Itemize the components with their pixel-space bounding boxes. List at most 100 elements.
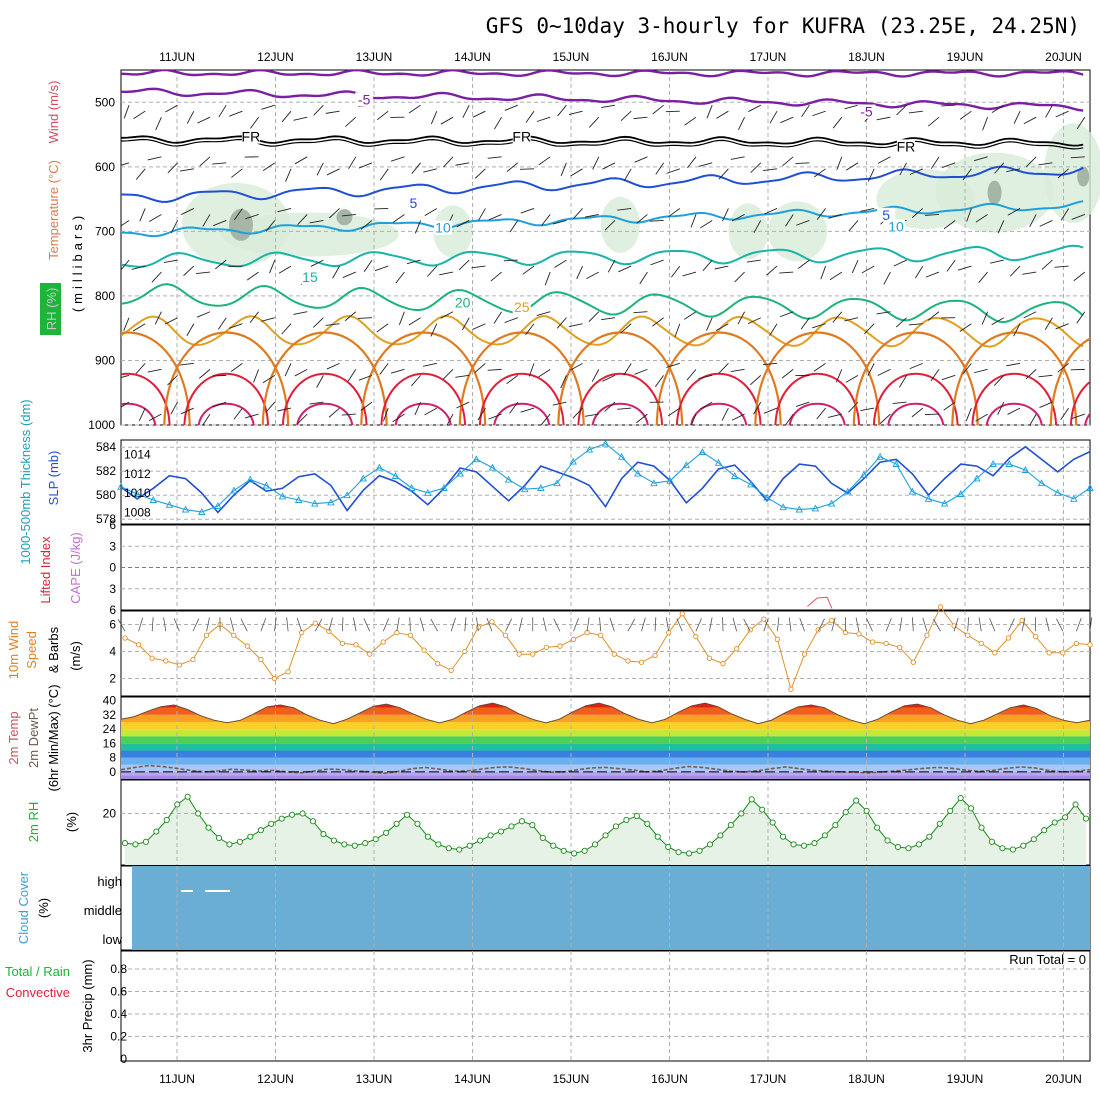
wind-barb — [536, 116, 551, 122]
wind-barb — [181, 208, 194, 215]
wind-barb — [229, 110, 243, 117]
thickness-point — [957, 490, 965, 497]
lifted-index-label: Lifted Index — [38, 536, 53, 604]
rh-point — [330, 837, 337, 844]
wind-barb-10m — [151, 617, 154, 632]
wind-barb — [690, 214, 697, 228]
wind-barb — [617, 407, 632, 410]
wind-barb — [746, 259, 761, 263]
wind-barb — [718, 168, 729, 180]
wind-speed-point — [557, 643, 563, 649]
wind-barb-10m — [743, 618, 751, 632]
precip-tick: 0.2 — [110, 1030, 127, 1044]
wind-speed-point — [978, 640, 984, 647]
wind-barb — [763, 362, 778, 366]
run-total: Run Total = 0 — [1009, 952, 1086, 967]
isotherm-dome — [394, 402, 452, 425]
rh-point — [1082, 815, 1090, 822]
wind-barb — [975, 214, 988, 223]
rh-point — [581, 847, 588, 854]
rh-point — [268, 820, 275, 827]
wind-barb — [374, 265, 389, 272]
wind-barb — [379, 168, 389, 181]
temp-tick: 32 — [103, 708, 117, 722]
wind-barb — [1041, 259, 1053, 270]
wind-barb — [686, 369, 697, 381]
wind-barb — [769, 110, 778, 124]
wind-barb — [797, 259, 810, 269]
wind-barb-10m — [1076, 617, 1082, 632]
wind-barb — [896, 104, 907, 116]
wind-barb — [165, 104, 178, 113]
thickness-label: 1000-500mb Thickness (dm) — [18, 399, 33, 564]
wind-barb — [261, 317, 275, 322]
wind-speed-point — [448, 667, 454, 674]
rh-point — [236, 838, 243, 845]
wind-barb — [456, 220, 470, 228]
wind-barb — [309, 220, 324, 224]
wind-barb — [316, 375, 324, 388]
wind-barb — [962, 168, 972, 181]
wind-barb — [506, 162, 519, 172]
temp2m-label: 2m Temp — [6, 711, 21, 764]
wind-barb — [525, 323, 535, 336]
thickness-point — [311, 499, 319, 507]
wind-barb — [966, 208, 972, 222]
thickness-point — [973, 474, 981, 482]
wind-barb — [690, 413, 697, 425]
wind-speed-point — [869, 639, 876, 645]
rh-point — [894, 843, 902, 851]
isotherm-dome — [493, 402, 551, 425]
rh-point — [142, 838, 149, 845]
rh-point — [560, 847, 567, 854]
wind-barb-10m — [314, 618, 323, 632]
isotherm-dome — [577, 372, 663, 425]
wind-speed-point — [407, 632, 414, 638]
wind-barb — [560, 162, 567, 176]
wind-barb — [180, 407, 194, 415]
thickness-point — [327, 498, 335, 506]
day-labels-top: 11JUN 12JUN 13JUN 14JUN 15JUN 16JUN 17JUN 18JUN… — [159, 50, 1082, 64]
thickness-point — [117, 482, 125, 490]
thickness-tick: 582 — [96, 464, 116, 478]
temperature-band — [121, 697, 1090, 701]
isotherm-dome — [951, 331, 1078, 425]
rh-point — [957, 794, 964, 802]
wind-barb — [876, 311, 891, 315]
wind-barb — [994, 162, 1005, 174]
wind-barb — [522, 265, 535, 275]
wind-barb — [682, 271, 697, 277]
wind-barb-10m — [1021, 617, 1026, 632]
rh-point — [968, 805, 975, 812]
wind-barb — [487, 156, 502, 159]
wind-barb-10m — [1045, 617, 1050, 632]
wind-barb-10m — [296, 617, 303, 632]
rh-point — [999, 845, 1006, 852]
wind-barb — [753, 401, 762, 415]
wind-barb — [462, 317, 470, 331]
contour-label-bg — [512, 129, 531, 144]
thickness-point — [795, 505, 804, 513]
contour-label: 5 — [882, 207, 890, 223]
dewpt2m-label: 2m DewPt — [26, 708, 41, 768]
wind-barb — [281, 323, 292, 335]
wind-barb — [348, 156, 357, 170]
wind-barb — [293, 311, 308, 315]
wind-barb — [424, 407, 438, 416]
day-label: 19JUN — [947, 1072, 984, 1086]
wind-barb — [167, 162, 178, 174]
wind-barb-10m — [430, 618, 438, 632]
wind-barb — [560, 375, 567, 389]
thickness-point — [488, 463, 497, 471]
lifted-index-line — [807, 596, 833, 609]
wind-barb — [164, 317, 178, 325]
cloud-fill — [132, 866, 1090, 950]
wind-barb — [946, 259, 956, 272]
contour-label-bg — [300, 269, 319, 284]
wind-barb — [604, 220, 616, 231]
isotherm-dome — [458, 331, 585, 425]
wind-barb — [262, 162, 276, 172]
wind-barb-10m — [328, 617, 333, 632]
wind-barb — [265, 220, 276, 232]
wind-speed-point — [203, 632, 210, 638]
